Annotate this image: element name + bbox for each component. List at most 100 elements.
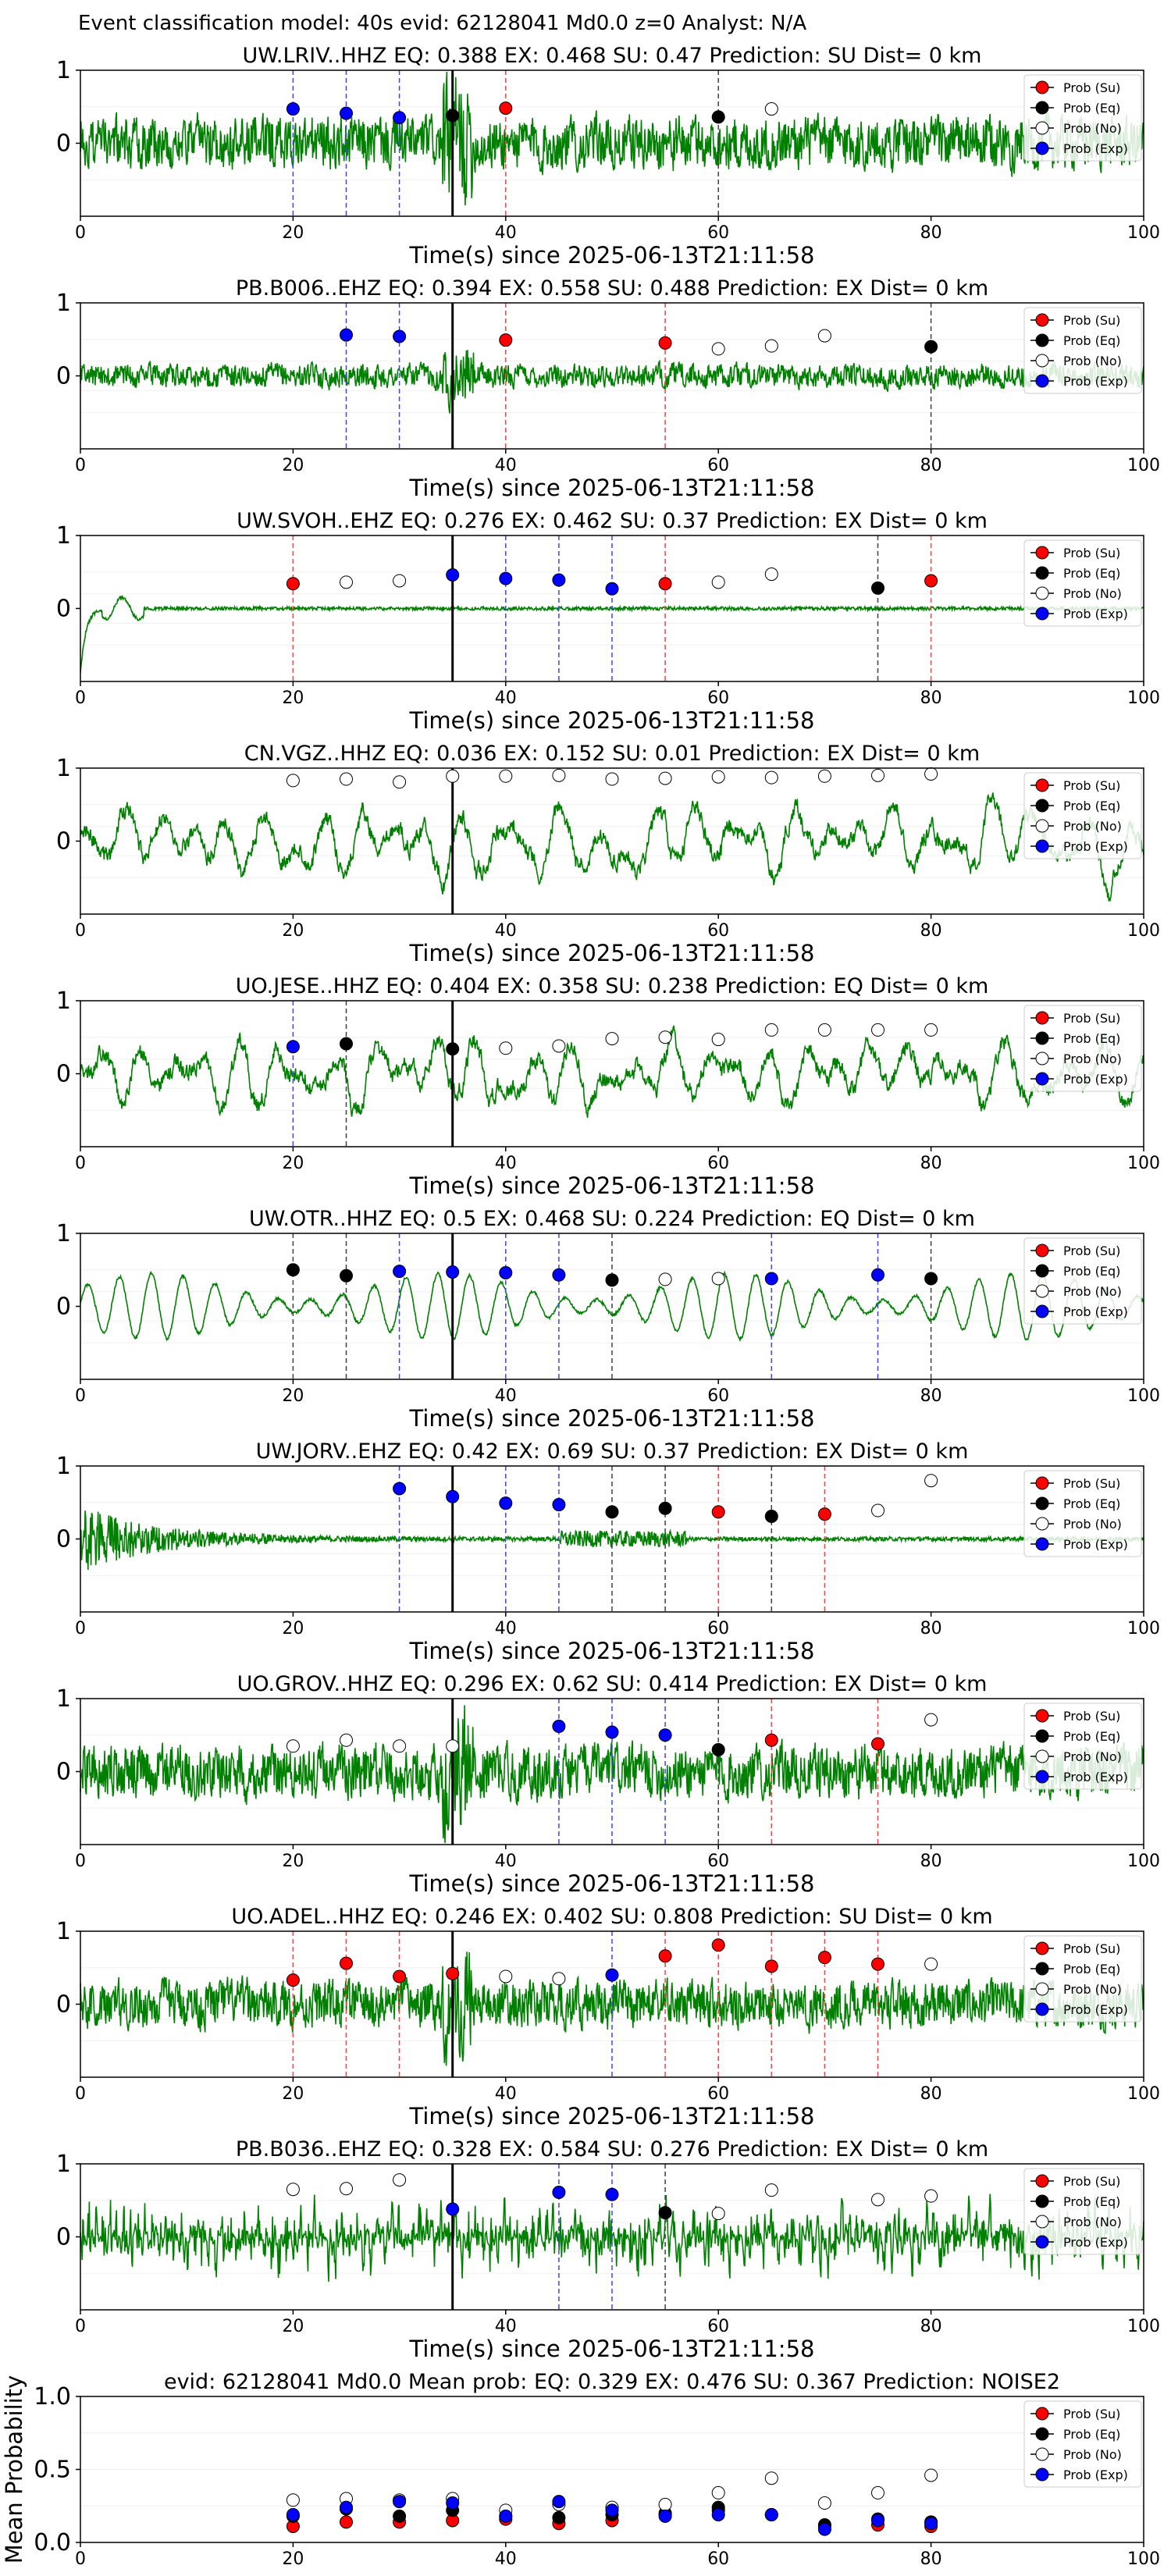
- legend-marker: [1035, 839, 1049, 853]
- x-tick-label: 100: [1127, 1154, 1160, 1173]
- legend-marker: [1035, 1962, 1049, 1976]
- prob-marker-no: [764, 770, 778, 785]
- x-tick-label: 40: [495, 2084, 517, 2104]
- prob-marker-eq: [605, 1273, 619, 1287]
- legend-label: Prob (No): [1063, 2215, 1122, 2229]
- legend-label: Prob (No): [1063, 1051, 1122, 1066]
- x-tick-label: 40: [495, 1386, 517, 1406]
- legend-marker: [1035, 1709, 1049, 1723]
- y-tick-label: 0.5: [34, 2457, 71, 2484]
- prob-marker-su: [924, 574, 938, 588]
- x-tick-label: 20: [282, 2549, 304, 2569]
- prob-marker-no: [393, 574, 407, 588]
- prob-marker-exp: [286, 1040, 300, 1054]
- x-tick-label: 80: [920, 223, 942, 243]
- panel-title: UW.SVOH..EHZ EQ: 0.276 EX: 0.462 SU: 0.3…: [237, 509, 988, 533]
- legend-label: Prob (Su): [1063, 1941, 1120, 1956]
- prob-marker-exp: [552, 1720, 566, 1734]
- prob-marker-no: [286, 774, 300, 788]
- prob-marker-exp: [605, 582, 619, 596]
- prob-marker-no: [499, 769, 513, 783]
- prob-marker-no: [605, 772, 619, 786]
- waveform-trace: [80, 1510, 1144, 1571]
- legend-label: Prob (Eq): [1063, 566, 1120, 581]
- prob-marker-no: [924, 1713, 938, 1727]
- legend-label: Prob (Eq): [1063, 1962, 1120, 1976]
- prob-marker-su: [340, 1956, 353, 1970]
- legend-label: Prob (Su): [1063, 1244, 1120, 1258]
- prob-marker-eq: [711, 110, 725, 124]
- prob-marker-no: [658, 1272, 672, 1286]
- prob-marker-su: [711, 1938, 725, 1952]
- prob-marker-eq: [764, 1510, 778, 1524]
- legend-marker: [1035, 607, 1049, 621]
- figure-title: Event classification model: 40s evid: 62…: [78, 12, 806, 35]
- panel-title: PB.B036..EHZ EQ: 0.328 EX: 0.584 SU: 0.2…: [236, 2137, 988, 2161]
- legend-marker: [1035, 2194, 1049, 2208]
- legend-marker: [1035, 1072, 1049, 1086]
- prob-marker-eq: [605, 1505, 619, 1519]
- x-tick-label: 60: [707, 223, 729, 243]
- mean-prob-marker-exp: [924, 2517, 938, 2531]
- x-tick-label: 60: [707, 2084, 729, 2104]
- prob-marker-eq: [924, 340, 938, 354]
- panel-8: UO.GROV..HHZ EQ: 0.296 EX: 0.62 SU: 0.41…: [56, 1672, 1160, 1897]
- prob-marker-no: [764, 339, 778, 353]
- legend-marker: [1035, 2215, 1049, 2229]
- x-tick-label: 20: [282, 1154, 304, 1173]
- legend-marker: [1035, 2174, 1049, 2188]
- prob-marker-exp: [605, 2187, 619, 2201]
- x-tick-label: 0: [75, 2317, 86, 2336]
- x-axis-label: Time(s) since 2025-06-13T21:11:58: [409, 2103, 815, 2129]
- x-axis-label: Time(s) since 2025-06-13T21:11:58: [409, 1405, 815, 1432]
- prob-marker-no: [924, 1023, 938, 1037]
- y-tick-label: 1: [56, 1918, 71, 1945]
- panel-title: evid: 62128041 Md0.0 Mean prob: EQ: 0.32…: [164, 2370, 1060, 2394]
- mean-prob-marker-exp: [552, 2495, 566, 2509]
- x-tick-label: 40: [495, 456, 517, 475]
- legend-box: [1023, 1703, 1142, 1790]
- mean-prob-marker-exp: [711, 2507, 725, 2521]
- x-tick-label: 100: [1127, 1619, 1160, 1638]
- prob-marker-su: [393, 1969, 407, 1984]
- legend-label: Prob (Su): [1063, 2174, 1120, 2189]
- waveform-trace: [80, 71, 1144, 206]
- y-tick-label: 0: [56, 596, 71, 623]
- mean-prob-marker-exp: [605, 2503, 619, 2517]
- legend-label: Prob (Exp): [1063, 1537, 1128, 1552]
- x-tick-label: 80: [920, 2084, 942, 2104]
- prob-marker-su: [817, 1507, 831, 1521]
- panel-6: UW.OTR..HHZ EQ: 0.5 EX: 0.468 SU: 0.224 …: [56, 1207, 1160, 1432]
- legend-marker: [1035, 1284, 1049, 1298]
- x-tick-label: 0: [75, 921, 86, 941]
- legend-marker: [1035, 141, 1049, 155]
- legend-box: [1023, 1470, 1142, 1557]
- panel-9: UO.ADEL..HHZ EQ: 0.246 EX: 0.402 SU: 0.8…: [56, 1905, 1160, 2129]
- legend-label: Prob (Su): [1063, 2407, 1120, 2421]
- mean-prob-marker-eq: [393, 2509, 407, 2523]
- panel-title: CN.VGZ..HHZ EQ: 0.036 EX: 0.152 SU: 0.01…: [244, 742, 980, 766]
- prob-marker-no: [764, 102, 778, 116]
- legend-marker: [1035, 2447, 1049, 2461]
- x-tick-label: 60: [707, 456, 729, 475]
- legend-label: Prob (Eq): [1063, 2427, 1120, 2442]
- y-tick-label: 1: [56, 522, 71, 550]
- legend-label: Prob (Su): [1063, 1709, 1120, 1724]
- x-tick-label: 60: [707, 2317, 729, 2336]
- prob-marker-exp: [393, 329, 407, 343]
- x-tick-label: 80: [920, 1386, 942, 1406]
- prob-marker-exp: [446, 568, 460, 582]
- prob-marker-eq: [286, 1263, 300, 1277]
- legend-label: Prob (Exp): [1063, 374, 1128, 389]
- x-tick-label: 40: [495, 1852, 517, 1871]
- mean-prob-marker-no: [711, 2485, 725, 2500]
- prob-marker-su: [499, 333, 513, 347]
- prob-marker-no: [393, 2173, 407, 2187]
- prob-marker-eq: [340, 1268, 353, 1283]
- prob-marker-no: [658, 1030, 672, 1044]
- x-tick-label: 100: [1127, 1852, 1160, 1871]
- x-tick-label: 0: [75, 1619, 86, 1638]
- mean-prob-marker-exp: [817, 2522, 831, 2536]
- x-tick-label: 20: [282, 688, 304, 708]
- x-tick-label: 0: [75, 2549, 86, 2569]
